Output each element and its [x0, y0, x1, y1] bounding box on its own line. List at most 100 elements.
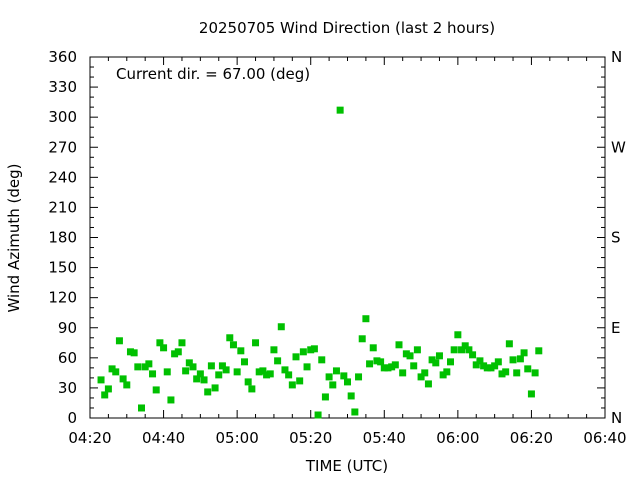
- data-point: [487, 364, 495, 372]
- data-point: [344, 378, 351, 386]
- data-point: [307, 346, 315, 354]
- data-point: [241, 358, 248, 366]
- data-point: [112, 368, 120, 376]
- data-point: [509, 356, 517, 364]
- data-point: [355, 373, 363, 381]
- data-point: [270, 346, 278, 354]
- data-point: [527, 390, 535, 398]
- data-point: [244, 378, 252, 386]
- data-point: [535, 347, 543, 355]
- data-point: [332, 367, 340, 375]
- data-point: [380, 364, 388, 372]
- data-point: [454, 331, 462, 339]
- data-point: [450, 346, 458, 354]
- data-point: [377, 358, 385, 366]
- data-point: [299, 348, 307, 356]
- data-point: [329, 381, 337, 389]
- data-point: [483, 364, 491, 372]
- data-point: [141, 363, 149, 371]
- data-point: [237, 347, 245, 355]
- data-point: [476, 357, 484, 365]
- compass-label: W: [611, 138, 626, 156]
- data-point: [458, 346, 466, 354]
- data-point: [156, 339, 164, 347]
- y-tick-label: 120: [48, 289, 77, 307]
- data-point: [406, 352, 414, 360]
- compass-label: N: [611, 409, 622, 427]
- data-point: [465, 346, 473, 354]
- current-direction-annotation: Current dir. = 67.00 (deg): [116, 65, 310, 83]
- data-point: [174, 348, 182, 356]
- data-point: [97, 376, 105, 384]
- data-point: [531, 369, 539, 377]
- data-point: [296, 377, 304, 385]
- data-point: [130, 349, 138, 357]
- compass-label: S: [611, 229, 621, 247]
- x-tick-label: 06:20: [510, 429, 553, 447]
- data-point: [200, 376, 208, 384]
- data-point: [399, 369, 407, 377]
- data-point: [274, 357, 282, 365]
- data-point: [516, 355, 524, 363]
- data-point: [233, 368, 241, 376]
- data-point: [119, 375, 127, 383]
- data-point: [123, 381, 131, 389]
- x-tick-label: 04:40: [142, 429, 185, 447]
- data-point: [395, 341, 403, 349]
- data-point: [218, 362, 226, 370]
- data-point: [185, 359, 193, 367]
- data-point: [229, 341, 237, 349]
- data-point: [152, 386, 160, 394]
- y-tick-label: 150: [48, 259, 77, 277]
- data-point: [480, 362, 488, 370]
- data-point: [325, 373, 333, 381]
- data-point: [369, 344, 377, 352]
- data-point: [101, 391, 109, 399]
- data-point: [336, 106, 344, 114]
- data-point: [318, 356, 326, 364]
- data-point: [351, 408, 359, 416]
- x-tick-label: 04:20: [68, 429, 111, 447]
- data-point: [502, 368, 510, 376]
- y-tick-label: 0: [67, 409, 77, 427]
- data-point: [439, 371, 447, 379]
- data-point: [248, 385, 256, 393]
- data-point: [491, 362, 499, 370]
- data-point: [292, 353, 300, 361]
- y-tick-label: 30: [58, 379, 77, 397]
- data-point: [211, 384, 219, 392]
- y-tick-label: 60: [58, 349, 77, 367]
- data-point: [310, 345, 318, 353]
- data-point: [447, 358, 454, 366]
- data-point: [402, 350, 410, 358]
- data-point: [410, 362, 418, 370]
- data-point: [196, 370, 204, 378]
- data-point: [384, 364, 392, 372]
- data-point: [215, 371, 223, 379]
- y-tick-label: 180: [48, 229, 77, 247]
- data-point: [358, 335, 366, 343]
- data-point: [160, 344, 168, 352]
- data-point: [417, 373, 425, 381]
- chart-title: 20250705 Wind Direction (last 2 hours): [199, 19, 495, 37]
- data-point: [366, 360, 374, 368]
- data-point: [340, 372, 348, 380]
- data-point: [461, 342, 469, 350]
- data-point: [513, 369, 521, 377]
- data-point: [524, 365, 532, 373]
- data-point: [281, 366, 289, 374]
- data-point: [498, 370, 506, 378]
- data-point: [321, 393, 329, 401]
- data-point: [178, 339, 186, 347]
- data-point: [189, 363, 197, 371]
- x-tick-label: 05:40: [363, 429, 406, 447]
- x-tick-label: 06:00: [436, 429, 479, 447]
- data-point: [373, 357, 381, 365]
- data-point: [520, 349, 528, 357]
- x-tick-label: 05:00: [216, 429, 259, 447]
- data-point: [443, 368, 451, 376]
- y-tick-label: 270: [48, 138, 77, 156]
- data-point: [204, 388, 212, 396]
- compass-label: E: [611, 319, 620, 337]
